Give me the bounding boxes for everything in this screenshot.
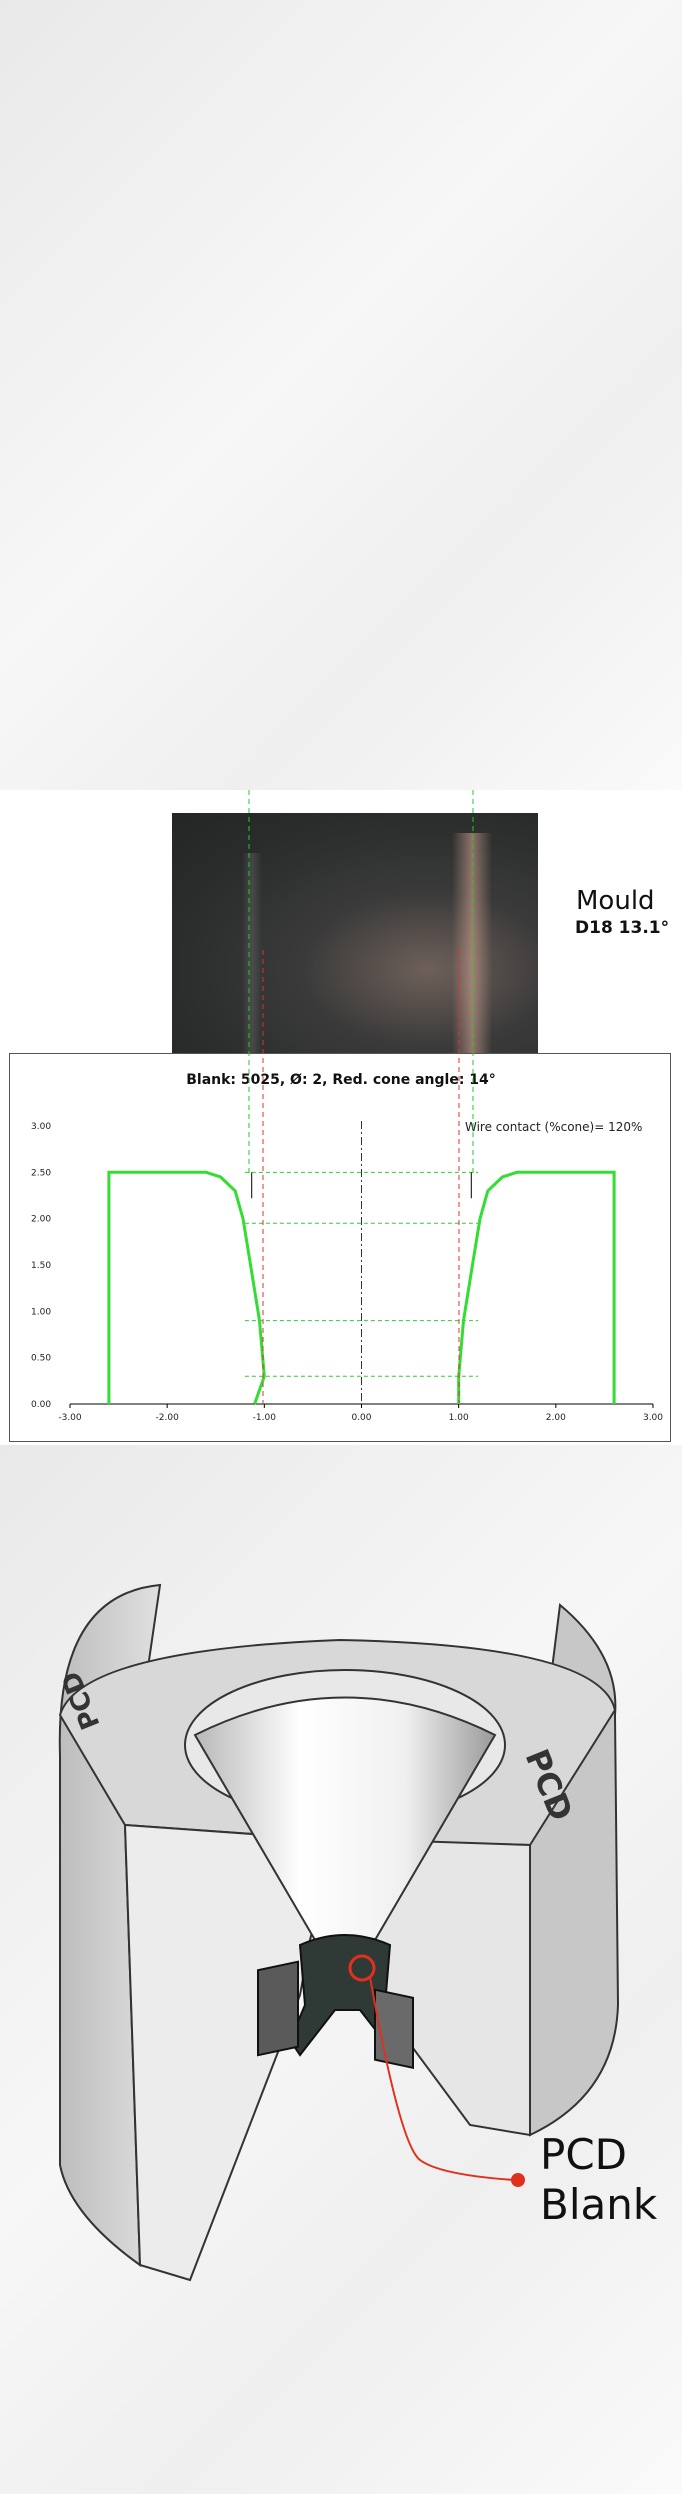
- mould-left-highlight: [242, 853, 262, 1053]
- x-tick-label: -1.00: [253, 1413, 277, 1423]
- x-tick-label: 3.00: [643, 1413, 663, 1423]
- mould-title: Mould: [576, 886, 655, 916]
- top-background: [0, 0, 682, 790]
- pcd-label-line1: PCD: [540, 2130, 627, 2179]
- x-tick-label: 2.00: [546, 1413, 566, 1423]
- pcd-die-illustration: PCD PCD: [56, 1583, 620, 2282]
- pcd-side-plate-left: [257, 1960, 299, 2057]
- y-tick-label: 0.50: [31, 1354, 51, 1364]
- callout-dot: [511, 2173, 525, 2187]
- y-tick-label: 2.50: [31, 1168, 51, 1178]
- y-tick-label: 2.00: [31, 1215, 51, 1225]
- x-tick-label: -2.00: [156, 1413, 180, 1423]
- x-tick-label: 0.00: [351, 1413, 371, 1423]
- mould-code: D18 13.1°: [575, 918, 670, 938]
- y-tick-label: 1.50: [31, 1261, 51, 1271]
- chart-frame: Blank: 5025, Ø: 2, Red. cone angle: 14° W…: [9, 1053, 671, 1442]
- x-tick-label: -3.00: [58, 1413, 82, 1423]
- y-tick-label: 0.00: [31, 1400, 51, 1410]
- y-tick-label: 3.00: [31, 1122, 51, 1132]
- mould-photo: [172, 813, 538, 1054]
- x-tick-label: 1.00: [449, 1413, 469, 1423]
- callout-target-ring: [348, 1954, 376, 1982]
- pcd-blank-label: PCD Blank: [540, 2130, 657, 2230]
- mould-right-highlight: [452, 833, 492, 1053]
- y-tick-label: 1.00: [31, 1307, 51, 1317]
- cone-surface: [193, 1696, 497, 1941]
- profile-chart: Blank: 5025, Ø: 2, Red. cone angle: 14° W…: [31, 1072, 663, 1423]
- callout-leader-line: [369, 1976, 516, 2181]
- blank-profile-line: [107, 1170, 616, 1405]
- pcd-label-line2: Blank: [540, 2180, 658, 2229]
- chart-title: Blank: 5025, Ø: 2, Red. cone angle: 14°: [186, 1072, 496, 1088]
- chart-annotation: Wire contact (%cone)= 120%: [465, 1120, 642, 1134]
